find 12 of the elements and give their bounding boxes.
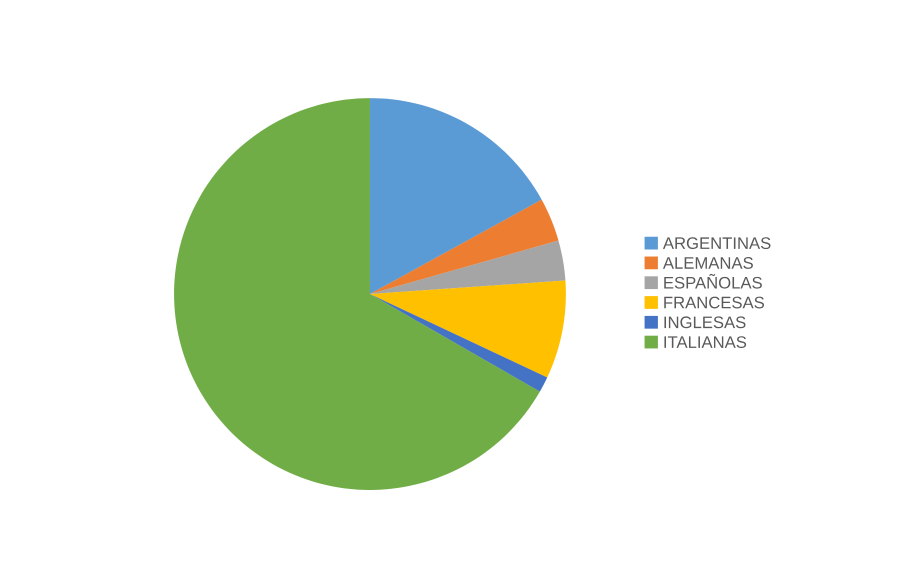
legend-label: FRANCESAS <box>664 296 764 308</box>
pie-slice <box>370 200 558 294</box>
pie-slice <box>370 280 566 378</box>
legend-label: INGLESAS <box>664 316 746 328</box>
pie-slice <box>370 294 548 392</box>
legend-label: ARGENTINAS <box>662 237 770 250</box>
legend-label: ESPAÑOLAS <box>664 274 762 289</box>
legend-label: ITALIANAS <box>664 336 746 348</box>
pie-slice <box>174 98 540 490</box>
pie-slice <box>370 98 542 294</box>
legend-label: ALEMANAS <box>662 257 753 269</box>
pie-slice <box>370 240 566 294</box>
